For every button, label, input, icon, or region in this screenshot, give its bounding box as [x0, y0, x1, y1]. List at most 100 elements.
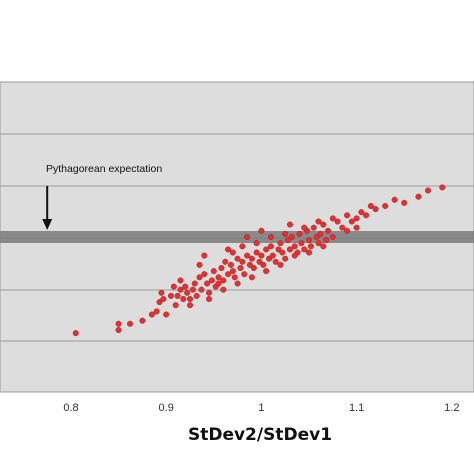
- data-point: [277, 240, 284, 247]
- data-point: [189, 286, 196, 293]
- x-tick-label: 1.2: [444, 402, 459, 414]
- data-point: [234, 280, 241, 287]
- data-point: [286, 221, 293, 228]
- data-point: [244, 233, 251, 240]
- data-point: [215, 280, 222, 287]
- data-point: [315, 240, 322, 247]
- data-point: [193, 292, 200, 299]
- data-point: [301, 224, 308, 231]
- data-point: [334, 218, 341, 225]
- data-point: [148, 311, 155, 318]
- data-point: [186, 296, 193, 303]
- data-point: [222, 258, 229, 265]
- data-point: [177, 277, 184, 284]
- data-point: [196, 261, 203, 268]
- annotation-label: Pythagorean expectation: [46, 163, 162, 175]
- data-point: [307, 243, 314, 250]
- data-point: [227, 261, 234, 268]
- data-point: [191, 280, 198, 287]
- data-point: [167, 292, 174, 299]
- data-point: [298, 240, 305, 247]
- data-point: [174, 292, 181, 299]
- data-point: [363, 212, 370, 219]
- data-point: [263, 268, 270, 275]
- data-point: [344, 227, 351, 234]
- data-point: [184, 289, 191, 296]
- data-point: [210, 268, 217, 275]
- data-point: [415, 193, 422, 200]
- annotation: Pythagorean expectation: [42, 163, 162, 230]
- data-point: [248, 255, 255, 262]
- data-point: [163, 311, 170, 318]
- data-point: [201, 271, 208, 278]
- data-point: [291, 243, 298, 250]
- data-point: [229, 268, 236, 275]
- data-point: [208, 277, 215, 284]
- data-point: [320, 243, 327, 250]
- data-point: [115, 320, 122, 327]
- data-point: [263, 246, 270, 253]
- data-point: [367, 202, 374, 209]
- data-point: [220, 277, 227, 284]
- data-point: [220, 286, 227, 293]
- data-point: [241, 271, 248, 278]
- data-point: [317, 230, 324, 237]
- data-point: [310, 224, 317, 231]
- data-point: [182, 283, 189, 290]
- data-point: [180, 296, 187, 303]
- data-point: [296, 230, 303, 237]
- data-point: [269, 252, 276, 259]
- data-point: [291, 252, 298, 259]
- data-point: [344, 212, 351, 219]
- data-point: [277, 261, 284, 268]
- data-point: [329, 215, 336, 222]
- data-point: [258, 252, 265, 259]
- data-point: [186, 302, 193, 309]
- data-point: [401, 199, 408, 206]
- data-point: [177, 286, 184, 293]
- data-point: [306, 237, 313, 244]
- annotation-arrowhead: [42, 219, 53, 230]
- data-point: [253, 249, 260, 256]
- data-point: [229, 249, 236, 256]
- data-point: [170, 283, 177, 290]
- x-tick-label: 1.1: [349, 402, 364, 414]
- band-rect: [0, 231, 474, 243]
- data-point: [201, 252, 208, 259]
- data-point: [288, 233, 295, 240]
- data-point: [301, 246, 308, 253]
- data-point: [353, 224, 360, 231]
- data-point: [172, 302, 179, 309]
- data-point: [279, 249, 286, 256]
- data-point: [260, 261, 267, 268]
- data-point: [391, 196, 398, 203]
- x-axis-title: StDev2/StDev1: [188, 425, 332, 445]
- data-point: [153, 308, 160, 315]
- data-point: [267, 233, 274, 240]
- data-point: [225, 271, 232, 278]
- data-point: [258, 227, 265, 234]
- x-tick-label: 1: [258, 402, 264, 414]
- data-point: [372, 206, 379, 213]
- data-point: [325, 227, 332, 234]
- data-point: [234, 255, 241, 262]
- data-point: [323, 237, 330, 244]
- x-axis-ticks: 0.8 0.9 1 1.1 1.2: [63, 402, 459, 414]
- data-point: [248, 274, 255, 281]
- data-point: [272, 258, 279, 265]
- expectation-band: [0, 231, 474, 243]
- data-point: [315, 218, 322, 225]
- data-point: [282, 255, 289, 262]
- data-point: [237, 265, 244, 272]
- data-point: [198, 286, 205, 293]
- data-point: [306, 249, 313, 256]
- data-point: [231, 274, 238, 281]
- data-point: [127, 320, 134, 327]
- data-point: [158, 289, 165, 296]
- data-points: [72, 184, 446, 337]
- data-point: [139, 317, 146, 324]
- data-point: [225, 246, 232, 253]
- data-point: [196, 274, 203, 281]
- data-point: [439, 184, 446, 191]
